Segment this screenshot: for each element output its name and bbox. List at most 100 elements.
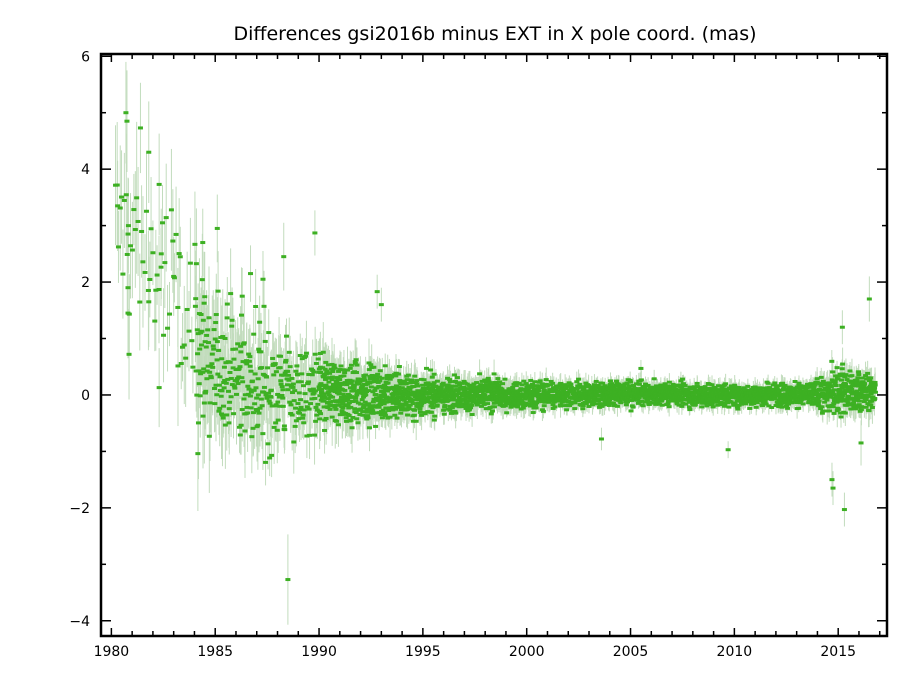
data-point: [440, 400, 446, 404]
data-point: [399, 404, 405, 408]
data-point: [426, 387, 432, 391]
data-point: [442, 404, 448, 408]
data-point: [519, 383, 525, 387]
data-point: [227, 400, 233, 404]
data-point: [233, 347, 239, 351]
data-point: [383, 385, 389, 389]
data-point: [544, 390, 550, 394]
data-point: [313, 405, 319, 409]
data-point: [287, 400, 293, 404]
data-point: [237, 433, 243, 437]
data-point: [348, 405, 354, 409]
data-point: [357, 413, 363, 417]
data-point: [226, 421, 232, 425]
data-point: [201, 367, 207, 371]
data-point: [224, 316, 230, 320]
data-point: [418, 397, 424, 401]
data-point: [401, 393, 407, 397]
data-point: [373, 424, 379, 428]
data-point: [402, 391, 408, 395]
data-point: [324, 386, 330, 390]
data-point: [213, 313, 219, 317]
data-point: [267, 456, 273, 460]
data-point: [260, 432, 266, 436]
data-point: [202, 340, 208, 344]
data-point: [427, 392, 433, 396]
data-point: [350, 415, 356, 419]
data-point: [301, 421, 307, 425]
data-point: [421, 378, 427, 382]
data-point: [297, 411, 303, 415]
data-point: [380, 398, 386, 402]
data-point: [323, 372, 329, 376]
data-point: [453, 392, 459, 396]
data-point: [395, 399, 401, 403]
data-point: [541, 404, 547, 408]
data-point: [453, 384, 459, 388]
data-point: [417, 407, 423, 411]
data-point: [366, 361, 372, 365]
data-point: [209, 362, 215, 366]
data-point: [418, 404, 424, 408]
data-point: [312, 352, 318, 356]
data-point: [370, 409, 376, 413]
data-point: [540, 409, 546, 413]
data-point: [120, 272, 126, 276]
data-point: [338, 374, 344, 378]
data-point: [345, 398, 351, 402]
data-point: [512, 401, 518, 405]
data-point: [218, 394, 224, 398]
data-point: [337, 378, 343, 382]
data-point: [541, 388, 547, 392]
data-point: [339, 409, 345, 413]
data-point: [198, 343, 204, 347]
data-point: [349, 379, 355, 383]
data-point: [463, 404, 469, 408]
data-point: [497, 380, 503, 384]
data-point: [388, 396, 394, 400]
data-point: [267, 401, 273, 405]
data-point: [266, 399, 272, 403]
data-point: [458, 381, 464, 385]
data-point: [396, 365, 402, 369]
data-point: [186, 329, 192, 333]
data-point: [436, 394, 442, 398]
data-point: [390, 385, 396, 389]
data-point: [273, 421, 279, 425]
data-point: [239, 313, 245, 317]
data-point: [382, 364, 388, 368]
data-point: [179, 345, 185, 349]
data-point: [181, 343, 187, 347]
data-point: [378, 402, 384, 406]
data-point: [456, 381, 462, 385]
data-point: [333, 389, 339, 393]
data-point: [353, 358, 359, 362]
data-point: [210, 365, 216, 369]
data-point: [379, 416, 385, 420]
data-point: [329, 388, 335, 392]
data-point: [326, 380, 332, 384]
data-point: [227, 371, 233, 375]
data-point: [368, 380, 374, 384]
data-point: [492, 389, 498, 393]
data-point: [377, 379, 383, 383]
data-point: [399, 386, 405, 390]
data-point: [519, 399, 525, 403]
data-point: [170, 239, 176, 243]
data-point: [380, 408, 386, 412]
data-point: [128, 244, 134, 248]
data-point: [219, 389, 225, 393]
data-point: [235, 342, 241, 346]
data-point: [380, 386, 386, 390]
data-point: [250, 411, 256, 415]
data-point: [414, 379, 420, 383]
data-point: [309, 397, 315, 401]
data-point: [154, 273, 160, 277]
data-point: [325, 397, 331, 401]
data-point: [333, 400, 339, 404]
data-point: [327, 407, 333, 411]
data-point: [417, 410, 423, 414]
data-point: [215, 289, 221, 293]
data-point: [202, 391, 208, 395]
data-point: [286, 350, 292, 354]
